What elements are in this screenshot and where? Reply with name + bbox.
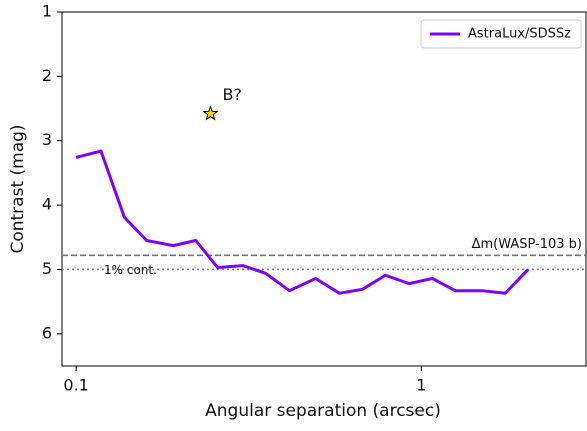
y-tick-label: 2 [42,66,52,85]
y-tick-label: 6 [42,323,52,342]
legend-label: AstraLux/SDSSz [468,27,571,42]
legend-box [420,19,582,49]
reference-label: 1% cont. [104,263,157,277]
plot-frame [61,11,587,367]
star-marker [202,105,219,121]
y-tick-label: 5 [42,259,52,278]
y-axis-label: Contrast (mag) [8,124,28,253]
reference-label: Δm(WASP-103 b) [472,237,582,252]
point-label: B? [222,85,241,104]
x-tick-label: 1 [416,376,426,395]
data-line [75,149,530,295]
y-tick-label: 1 [42,2,52,21]
y-tick-label: 3 [42,130,52,149]
y-tick-label: 4 [42,195,52,214]
x-tick-label: 0.1 [63,376,88,395]
x-axis-label: Angular separation (arcsec) [205,401,441,421]
